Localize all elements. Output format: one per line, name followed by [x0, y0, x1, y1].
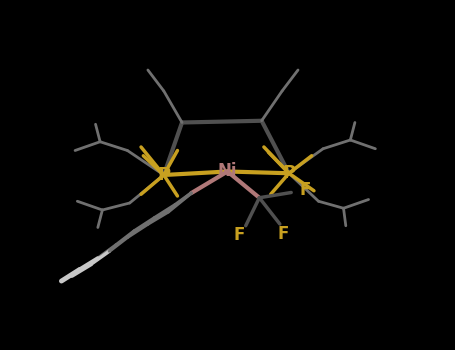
- Text: F: F: [299, 181, 310, 199]
- Text: F: F: [233, 225, 245, 244]
- Text: P: P: [157, 166, 170, 184]
- Text: Ni: Ni: [218, 162, 237, 181]
- Text: F: F: [278, 225, 289, 243]
- Text: P: P: [283, 164, 295, 182]
